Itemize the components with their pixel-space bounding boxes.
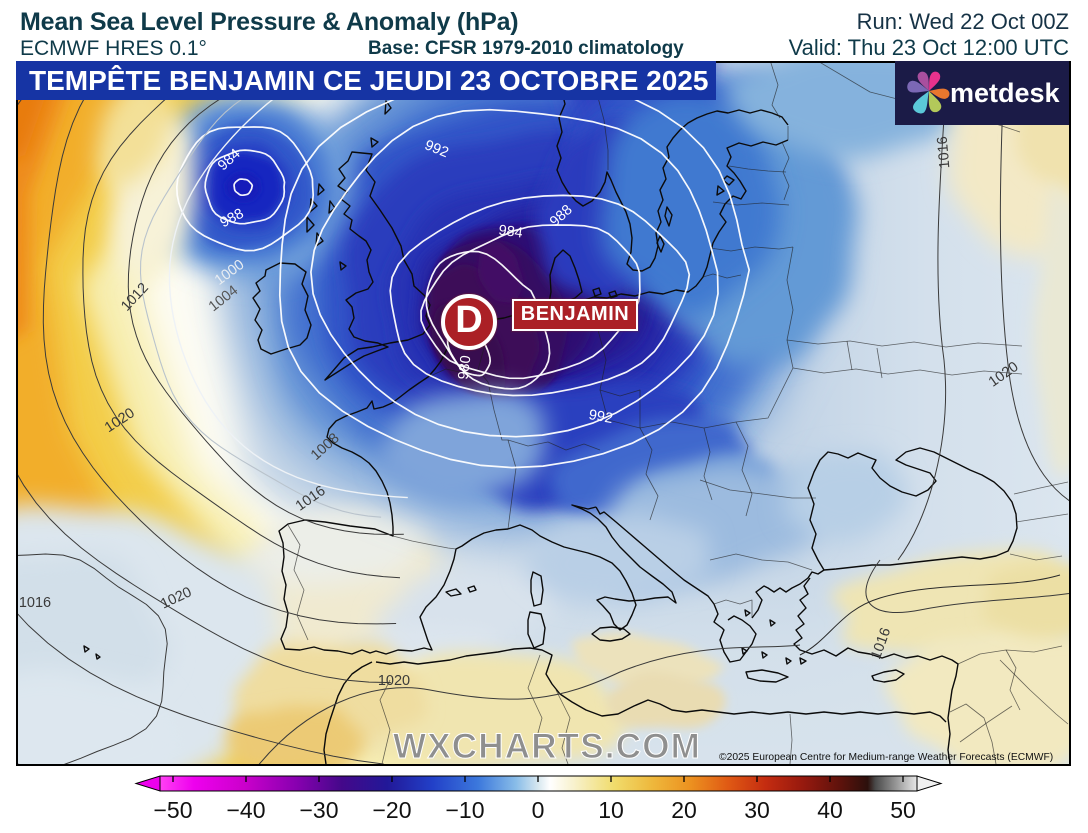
svg-text:−40: −40 — [226, 797, 265, 823]
svg-text:1016: 1016 — [935, 136, 954, 170]
svg-text:metdesk: metdesk — [950, 78, 1061, 108]
svg-text:10: 10 — [598, 797, 624, 823]
svg-text:−10: −10 — [445, 797, 484, 823]
svg-text:992: 992 — [587, 407, 614, 427]
svg-text:980: 980 — [456, 355, 475, 381]
svg-text:−30: −30 — [299, 797, 338, 823]
svg-text:1020: 1020 — [378, 673, 410, 689]
svg-text:50: 50 — [890, 797, 916, 823]
svg-text:20: 20 — [671, 797, 697, 823]
svg-text:0: 0 — [532, 797, 545, 823]
svg-text:40: 40 — [817, 797, 843, 823]
svg-text:1016: 1016 — [19, 595, 51, 611]
svg-text:984: 984 — [497, 222, 523, 241]
svg-text:−50: −50 — [153, 797, 192, 823]
svg-text:30: 30 — [744, 797, 770, 823]
svg-text:−20: −20 — [372, 797, 411, 823]
